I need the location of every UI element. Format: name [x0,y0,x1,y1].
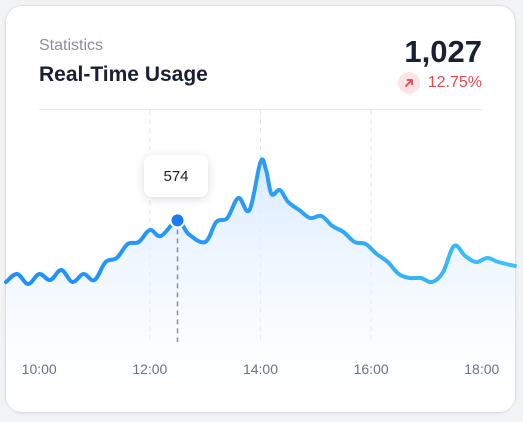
x-tick-label: 12:00 [132,361,168,377]
series-line [4,157,517,286]
x-tick-label: 16:00 [353,361,389,377]
x-tick-label: 10:00 [21,361,57,377]
x-tick-label: 18:00 [464,361,500,377]
card-subtitle: Statistics [39,37,104,54]
area-fill [6,159,515,412]
value-tooltip: 574 [144,155,208,197]
trend-indicator: 12.75% [397,72,482,94]
x-tick-label: 14:00 [242,361,279,377]
change-percent: 12.75% [427,74,482,91]
arrow-up-right-icon [397,72,420,94]
highlight-point[interactable] [169,212,186,229]
total-value: 1,027 [404,34,482,69]
header-divider [39,109,482,110]
card-title: Real-Time Usage [39,63,208,86]
